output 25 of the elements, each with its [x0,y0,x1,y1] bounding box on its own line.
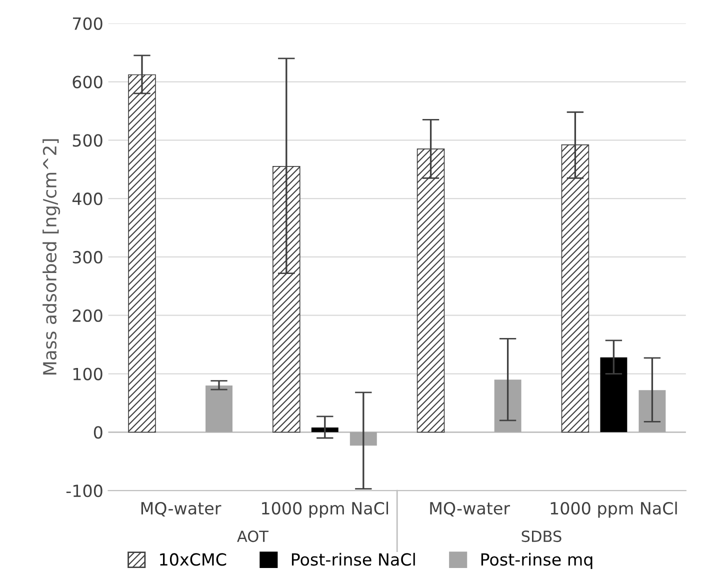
y-tick-label: 200 [72,309,102,322]
legend-label: Post-rinse NaCl [292,552,415,566]
y-tick-label: 0 [94,426,102,439]
x-tick-label: MQ-water [141,502,222,516]
y-tick-label: 500 [72,134,102,147]
y-axis-title: Mass adsorbed [ng/cm^2] [42,139,60,374]
bar [638,390,666,432]
y-tick-label: 700 [72,17,102,30]
y-tick-label: 400 [72,192,102,206]
y-tick-label: -100 [66,484,102,498]
bar [494,380,522,432]
legend-label: 10xCMC [160,553,226,566]
x-tick-label: 1000 ppm NaCl [550,502,677,518]
x-tick-label: 1000 ppm NaCl [262,502,388,518]
text: AOT [237,530,269,542]
bar [350,432,377,446]
x-tick-label: MQ-water [430,502,510,516]
legend-label: Post-rinse mq [481,552,592,569]
y-tick-label: 100 [73,368,102,380]
bar [311,427,338,432]
bar [206,385,232,432]
y-tick-label: 600 [72,76,102,88]
text: SDBS [522,530,562,542]
y-tick-label: 300 [72,250,102,264]
bar [600,357,628,432]
